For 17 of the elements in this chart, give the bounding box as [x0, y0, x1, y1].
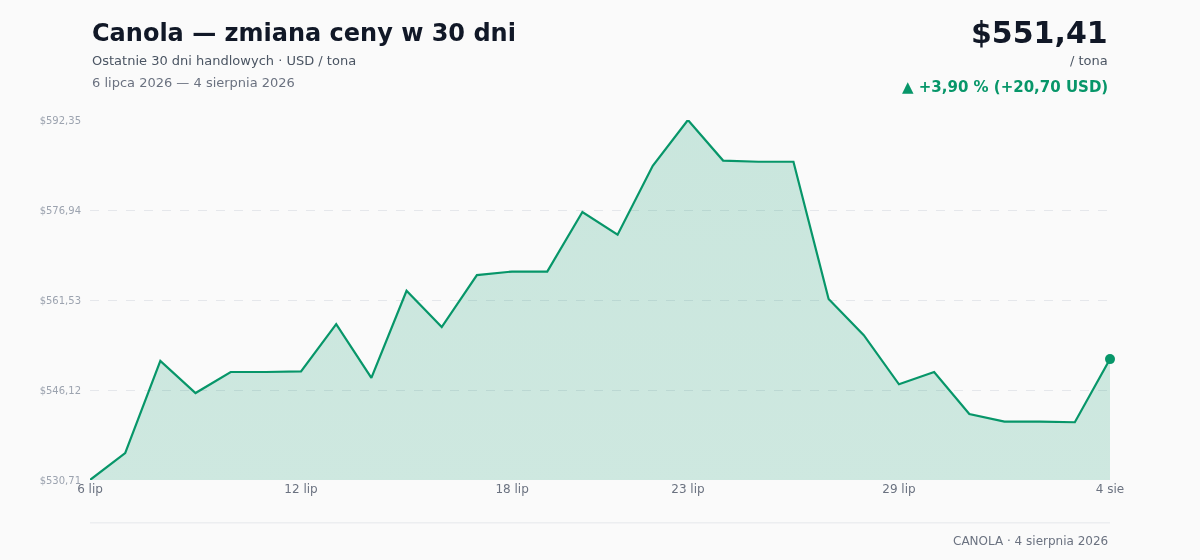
y-tick-label: $561,53	[39, 294, 81, 306]
x-tick-label: 4 sie	[1095, 482, 1125, 496]
chart-subtitle: Ostatnie 30 dni handlowych · USD / tona	[92, 53, 357, 68]
chart-title: Canola — zmiana ceny w 30 dni	[92, 19, 516, 47]
x-tick-label: 29 lip	[882, 482, 916, 496]
y-tick-label: $546,12	[39, 384, 81, 396]
y-tick-label: $576,94	[39, 204, 81, 216]
y-tick-label: $530,71	[39, 474, 81, 486]
x-tick-label: 23 lip	[671, 482, 705, 496]
text: 6 lipca 2026 — 4 sierpnia 2026	[92, 75, 295, 90]
text: $551,41	[971, 15, 1108, 50]
y-tick-label: $592,35	[39, 114, 81, 126]
text: / tona	[1070, 53, 1108, 68]
x-tick-label: 12 lip	[284, 482, 318, 496]
x-tick-label: 18 lip	[495, 482, 529, 496]
text: ▲ +3,90 % (+20,70 USD)	[902, 78, 1109, 96]
text: CANOLA · 4 sierpnia 2026	[953, 534, 1109, 548]
